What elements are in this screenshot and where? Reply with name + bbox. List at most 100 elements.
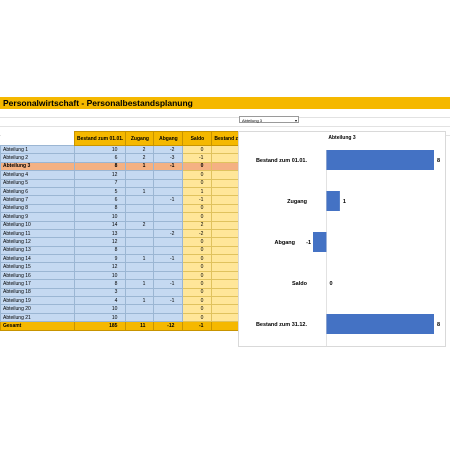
grid-row[interactable]	[0, 109, 450, 118]
table-row[interactable]: Abteilung 262-3-14	[0, 153, 264, 163]
cell-name[interactable]: Abteilung 13	[0, 245, 75, 256]
cell-zugang[interactable]	[125, 312, 155, 323]
cell-abgang[interactable]	[153, 178, 184, 188]
cell-abgang[interactable]: -1	[153, 161, 184, 172]
cell-abgang[interactable]: -1	[153, 195, 184, 205]
cell-name[interactable]: Abteilung 15	[0, 262, 75, 272]
cell-abgang[interactable]	[153, 304, 184, 314]
cell-zugang[interactable]	[125, 304, 155, 314]
cell-abgang[interactable]	[153, 245, 184, 256]
cell-zugang[interactable]: 1	[125, 186, 155, 197]
cell-name[interactable]: Abteilung 18	[0, 287, 75, 298]
cell-saldo[interactable]: -1	[182, 153, 213, 163]
cell-saldo[interactable]: 0	[182, 287, 213, 298]
cell-name[interactable]: Gesamt	[0, 321, 75, 331]
cell-bestand[interactable]: 8	[73, 279, 127, 289]
chevron-down-icon[interactable]: ▾	[294, 118, 297, 123]
cell-abgang[interactable]	[153, 170, 184, 180]
cell-zugang[interactable]: 1	[125, 254, 155, 264]
cell-abgang[interactable]: -1	[153, 279, 184, 289]
cell-saldo[interactable]: 1	[182, 186, 213, 197]
cell-saldo[interactable]: 0	[182, 254, 213, 264]
cell-zugang[interactable]: 2	[125, 220, 155, 230]
cell-bestand[interactable]: 13	[73, 228, 127, 239]
cell-saldo[interactable]: -1	[182, 321, 213, 331]
cell-name[interactable]: Abteilung 8	[0, 203, 75, 214]
cell-bestand[interactable]: 14	[73, 220, 127, 230]
cell-name[interactable]: Abteilung 10	[0, 220, 75, 230]
table-row[interactable]: Abteilung 13808	[0, 245, 264, 256]
cell-bestand[interactable]: 4	[73, 296, 127, 306]
cell-saldo[interactable]: 0	[182, 279, 213, 289]
cell-bestand[interactable]: 7	[73, 178, 127, 188]
cell-zugang[interactable]	[125, 228, 155, 239]
cell-bestand[interactable]: 10	[73, 144, 127, 155]
cell-bestand[interactable]: 12	[73, 170, 127, 180]
cell-abgang[interactable]	[153, 270, 184, 281]
cell-saldo[interactable]: 0	[182, 304, 213, 314]
table-row[interactable]: Abteilung 1212012	[0, 237, 264, 247]
cell-name[interactable]: Abteilung 19	[0, 296, 75, 306]
cell-bestand[interactable]: 12	[73, 262, 127, 272]
cell-abgang[interactable]	[153, 237, 184, 247]
cell-bestand[interactable]: 5	[73, 186, 127, 197]
cell-saldo[interactable]: 0	[182, 203, 213, 214]
cell-zugang[interactable]: 1	[125, 296, 155, 306]
cell-saldo[interactable]: 0	[182, 237, 213, 247]
cell-saldo[interactable]: 0	[182, 312, 213, 323]
cell-zugang[interactable]: 1	[125, 161, 155, 172]
cell-name[interactable]: Abteilung 6	[0, 186, 75, 197]
cell-saldo[interactable]: 0	[182, 161, 213, 172]
cell-bestand[interactable]: 6	[73, 153, 127, 163]
cell-zugang[interactable]: 2	[125, 144, 155, 155]
cell-bestand[interactable]: 185	[73, 321, 127, 331]
cell-zugang[interactable]: 1	[125, 279, 155, 289]
cell-zugang[interactable]	[125, 245, 155, 256]
cell-name[interactable]: Abteilung 16	[0, 270, 75, 281]
cell-bestand[interactable]: 10	[73, 270, 127, 281]
cell-abgang[interactable]	[153, 212, 184, 222]
cell-zugang[interactable]: 2	[125, 153, 155, 163]
cell-abgang[interactable]	[153, 312, 184, 323]
cell-saldo[interactable]: 0	[182, 262, 213, 272]
table-row[interactable]: Abteilung 2110010	[0, 312, 264, 323]
cell-abgang[interactable]	[153, 186, 184, 197]
cell-abgang[interactable]	[153, 287, 184, 298]
cell-saldo[interactable]: 0	[182, 170, 213, 180]
cell-saldo[interactable]: 2	[182, 220, 213, 230]
cell-name[interactable]: Abteilung 11	[0, 228, 75, 239]
cell-saldo[interactable]: -1	[182, 195, 213, 205]
cell-zugang[interactable]	[125, 270, 155, 281]
cell-bestand[interactable]: 6	[73, 195, 127, 205]
cell-name[interactable]: Abteilung 7	[0, 195, 75, 205]
table-row[interactable]: Abteilung 1610010	[0, 270, 264, 281]
cell-saldo[interactable]: -2	[182, 228, 213, 239]
cell-abgang[interactable]: -3	[153, 153, 184, 163]
cell-abgang[interactable]: -2	[153, 228, 184, 239]
cell-saldo[interactable]: 0	[182, 270, 213, 281]
cell-abgang[interactable]: -1	[153, 296, 184, 306]
cell-bestand[interactable]: 8	[73, 245, 127, 256]
cell-abgang[interactable]: -1	[153, 254, 184, 264]
cell-zugang[interactable]: 11	[125, 321, 155, 331]
cell-name[interactable]: Abteilung 17	[0, 279, 75, 289]
cell-saldo[interactable]: 0	[182, 296, 213, 306]
table-row[interactable]: Abteilung 381-108	[0, 161, 264, 172]
cell-name[interactable]: Abteilung 1	[0, 144, 75, 155]
cell-zugang[interactable]	[125, 195, 155, 205]
cell-abgang[interactable]	[153, 203, 184, 214]
table-row[interactable]: Abteilung 5707	[0, 178, 264, 188]
table-row[interactable]: Abteilung 412012	[0, 170, 264, 180]
cell-saldo[interactable]: 0	[182, 212, 213, 222]
cell-bestand[interactable]: 8	[73, 203, 127, 214]
cell-name[interactable]: Abteilung 12	[0, 237, 75, 247]
cell-name[interactable]: Abteilung 2	[0, 153, 75, 163]
cell-zugang[interactable]	[125, 203, 155, 214]
cell-zugang[interactable]	[125, 287, 155, 298]
table-row[interactable]: Abteilung 65116	[0, 186, 264, 197]
cell-bestand[interactable]: 12	[73, 237, 127, 247]
